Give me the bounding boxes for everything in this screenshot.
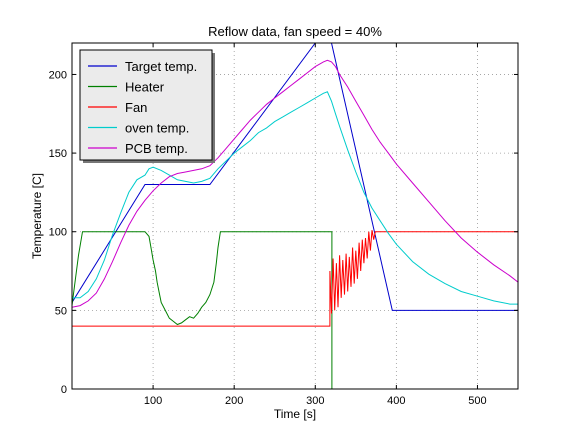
legend-label-0: Target temp. — [125, 59, 197, 74]
series-line-2 — [72, 230, 518, 327]
y-tick-label: 200 — [49, 69, 67, 81]
chart-title: Reflow data, fan speed = 40% — [208, 24, 382, 39]
x-axis-label: Time [s] — [274, 407, 316, 421]
series-line-0 — [72, 43, 518, 311]
x-tick-label: 100 — [144, 395, 162, 407]
y-tick-label: 100 — [49, 227, 67, 239]
y-tick-label: 50 — [55, 305, 67, 317]
legend-box — [79, 49, 213, 161]
x-tick-label: 400 — [387, 395, 405, 407]
legend-label-1: Heater — [125, 80, 165, 95]
legend: Target temp. Heater Fan oven temp. PCB temp. — [79, 49, 215, 163]
axis-ticks: 100 200 300 400 500 0 50 100 150 200 — [49, 43, 518, 407]
series-lines — [72, 43, 518, 389]
series-line-4 — [72, 59, 518, 308]
plot-frame — [71, 42, 519, 390]
x-tick-label: 300 — [306, 395, 324, 407]
grid — [72, 43, 518, 390]
x-tick-label: 200 — [225, 395, 243, 407]
legend-label-2: Fan — [125, 100, 147, 115]
y-tick-label: 0 — [61, 384, 67, 396]
legend-label-3: oven temp. — [125, 121, 189, 136]
x-tick-label: 500 — [468, 395, 486, 407]
legend-label-4: PCB temp. — [125, 141, 188, 156]
series-line-3 — [72, 91, 518, 305]
series-line-1 — [72, 231, 333, 389]
y-tick-label: 150 — [49, 148, 67, 160]
y-axis-label: Temperature [C] — [30, 173, 44, 259]
